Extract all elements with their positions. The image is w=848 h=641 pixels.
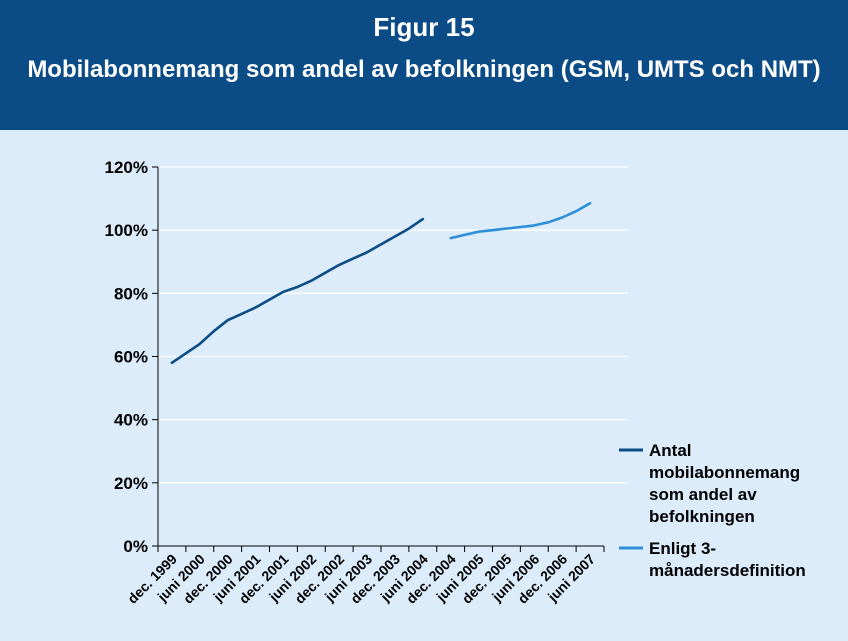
y-tick-label: 100%	[105, 221, 148, 240]
legend-label-1: befolkningen	[649, 507, 755, 526]
y-tick-label: 60%	[114, 348, 148, 367]
y-tick-label: 0%	[123, 537, 148, 556]
chart-title: Mobilabonnemang som andel av befolkninge…	[27, 56, 821, 83]
y-tick-label: 120%	[105, 158, 148, 177]
legend-label-1: mobilabonnemang	[649, 463, 800, 482]
legend-label-1: som andel av	[649, 485, 757, 504]
series-line-2	[449, 202, 592, 240]
legend-label-1: Antal	[649, 441, 692, 460]
figure-header: Figur 15 Mobilabonnemang som andel av be…	[0, 0, 848, 130]
figure-label: Figur 15	[373, 12, 475, 42]
series-line-1	[170, 217, 425, 365]
y-tick-label: 40%	[114, 411, 148, 430]
y-tick-label: 20%	[114, 474, 148, 493]
legend-label-2: månadersdefinition	[649, 561, 806, 580]
legend-label-2: Enligt 3-	[649, 539, 716, 558]
y-tick-label: 80%	[114, 284, 148, 303]
chart-panel	[0, 130, 848, 641]
